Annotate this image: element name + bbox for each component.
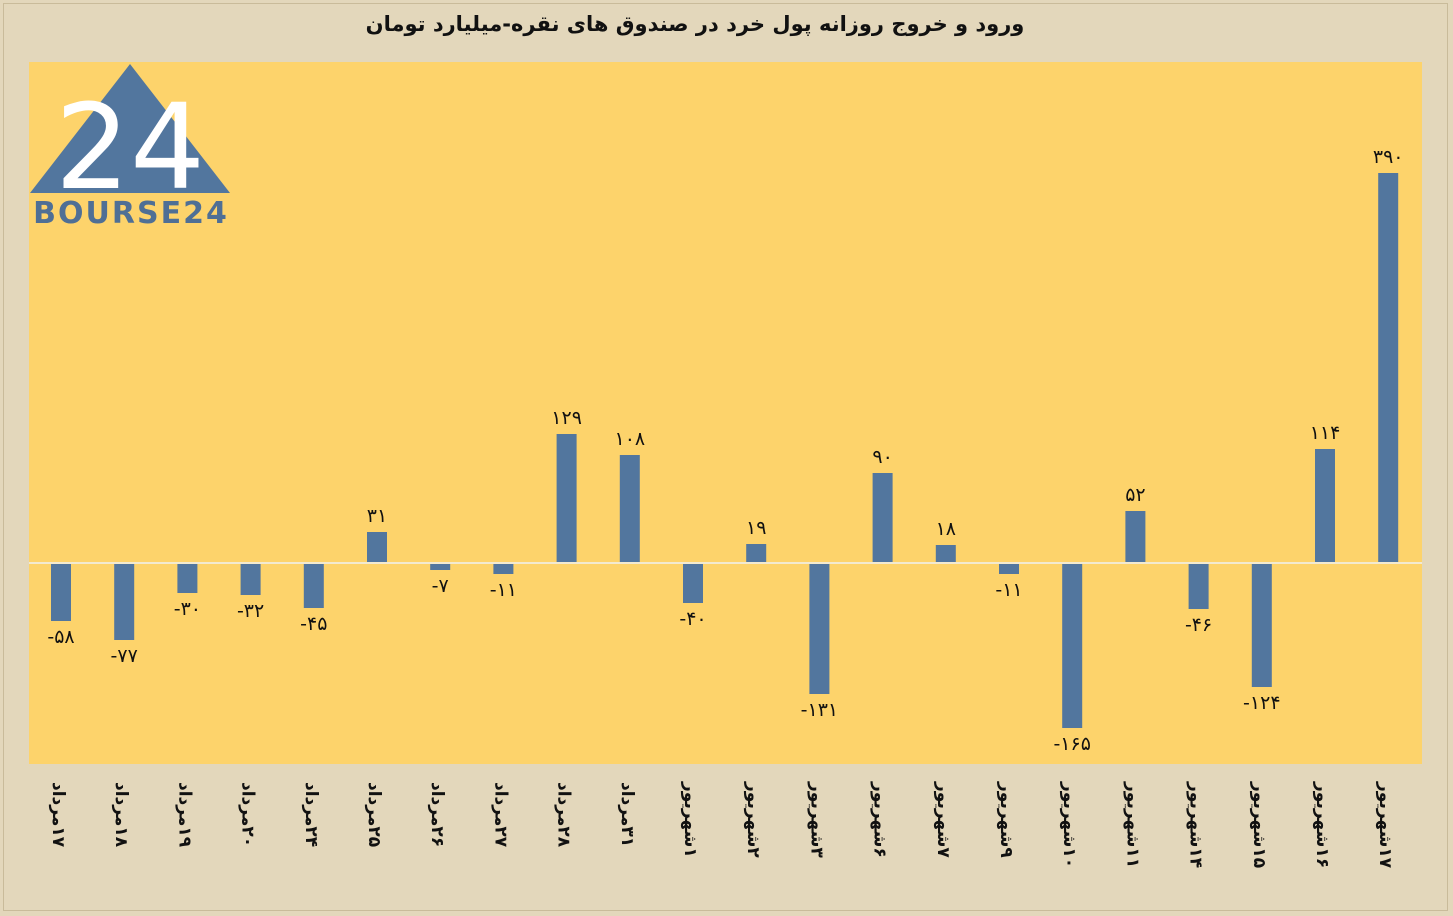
category-label: ۱۴شهریور xyxy=(1186,781,1206,868)
category-label: ۶شهریور xyxy=(870,781,890,858)
category-label: ۲۰مرداد xyxy=(238,782,258,847)
bar xyxy=(872,473,893,563)
bar-value-label: ۱۸ xyxy=(936,518,956,540)
category-label: ۲۸مرداد xyxy=(554,782,574,848)
chart-frame xyxy=(3,3,1448,911)
category-label: ۱۷شهریور xyxy=(1375,781,1395,869)
bar xyxy=(303,563,324,608)
bar-value-label: ۱۰۸ xyxy=(614,428,645,450)
bar-value-label: -۷ xyxy=(432,575,449,597)
bar-value-label: -۱۱ xyxy=(490,579,517,601)
bar xyxy=(809,563,830,694)
category-label: ۹شهریور xyxy=(996,781,1016,858)
category-label: ۱۵شهریور xyxy=(1249,781,1269,868)
bar xyxy=(1378,173,1399,563)
bar-value-label: -۵۸ xyxy=(47,626,74,648)
logo-mark-icon: 24 xyxy=(30,64,230,216)
chart-title: ورود و خروج روزانه پول خرد در صندوق های … xyxy=(365,12,1025,36)
logo-mark-text: 24 xyxy=(55,78,205,216)
bar xyxy=(556,434,577,563)
bar-value-label: -۴۰ xyxy=(679,608,706,630)
bar xyxy=(999,563,1019,574)
bar-value-label: -۱۶۵ xyxy=(1053,733,1090,755)
bar-value-label: -۱۳۱ xyxy=(801,699,838,721)
bar-value-label: -۱۲۴ xyxy=(1243,692,1280,714)
bar-value-label: -۱۱ xyxy=(995,579,1022,601)
category-label: ۳شهریور xyxy=(806,781,826,858)
bar xyxy=(240,563,261,595)
category-label: ۲۷مرداد xyxy=(490,782,510,848)
category-label: ۲۶مرداد xyxy=(427,782,447,847)
category-label: ۱۶شهریور xyxy=(1312,781,1332,868)
bar xyxy=(1125,511,1146,563)
category-labels-group: ۱۷مرداد ۱۸مرداد ۱۹مرداد ۲۰مرداد ۲۴مرداد ۲۵مرد… xyxy=(48,781,1395,869)
bar-value-label: ۱۱۴ xyxy=(1310,422,1341,444)
bar-value-label: ۹۰ xyxy=(872,446,892,468)
bar xyxy=(114,563,135,640)
bar-value-label: -۴۵ xyxy=(300,613,327,635)
bar xyxy=(430,563,451,570)
category-label: ۱۷مرداد xyxy=(48,782,68,848)
bar xyxy=(367,532,387,563)
bar xyxy=(1188,563,1209,609)
bar xyxy=(51,563,71,621)
bar-value-label: ۵۲ xyxy=(1125,484,1145,506)
logo-text: BOURSE24 xyxy=(33,196,229,231)
bar xyxy=(746,544,767,563)
category-label: ۱۱شهریور xyxy=(1122,781,1142,868)
bar-value-label: ۳۱ xyxy=(367,505,387,527)
bar xyxy=(619,455,640,563)
bar xyxy=(935,545,956,563)
bourse24-logo: 24 xyxy=(26,62,236,232)
bar xyxy=(1251,563,1272,687)
category-label: ۲۵مرداد xyxy=(364,782,384,847)
bar-value-label: ۳۹۰ xyxy=(1373,146,1404,168)
bar-value-label: -۴۶ xyxy=(1185,614,1212,636)
bar xyxy=(493,563,514,574)
bars-group xyxy=(51,173,1399,728)
bar xyxy=(177,563,198,593)
category-label: ۱شهریور xyxy=(680,781,700,858)
bar-value-label: -۷۷ xyxy=(111,645,138,667)
category-label: ۱۸مرداد xyxy=(111,782,131,848)
category-label: ۲شهریور xyxy=(743,781,763,858)
category-label: ۷شهریور xyxy=(933,781,953,858)
plot-area xyxy=(29,62,1422,764)
bar-value-label: -۳۲ xyxy=(237,600,264,622)
category-label: ۱۹مرداد xyxy=(174,782,194,848)
bar-value-label: ۱۹ xyxy=(746,517,766,539)
bar-value-label: -۳۰ xyxy=(174,598,201,620)
bar xyxy=(1062,563,1083,728)
bar-value-label: ۱۲۹ xyxy=(551,407,582,429)
category-label: ۳۱مرداد xyxy=(617,782,637,847)
category-label: ۲۴مرداد xyxy=(301,782,321,847)
category-label: ۱۰شهریور xyxy=(1059,781,1079,868)
bar xyxy=(683,563,703,603)
value-labels-group: -۵۸ -۷۷ -۳۰ -۳۲ -۴۵ ۳۱ -۷ -۱۱ ۱۲۹ ۱۰۸ -۴۰ ۱۹ -۱۳۱ ۹۰ ۱… xyxy=(47,146,1403,755)
bar xyxy=(1315,449,1335,563)
